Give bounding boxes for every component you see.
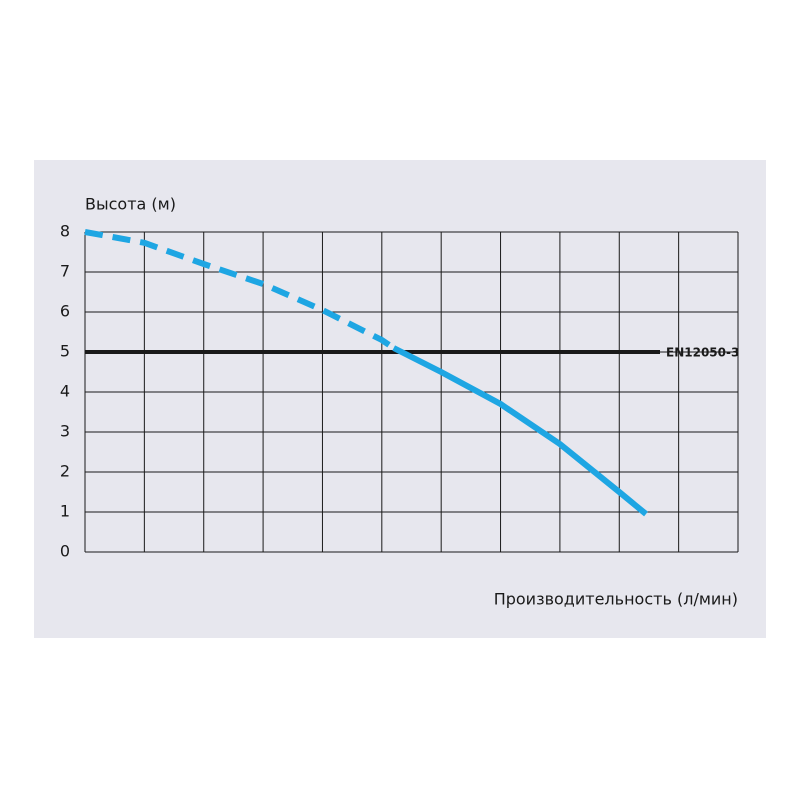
panel bbox=[34, 160, 766, 638]
series-line bbox=[84, 229, 396, 351]
y-tick-label: 0 bbox=[60, 542, 70, 561]
x-axis-label: Производительность (л/мин) bbox=[494, 590, 738, 609]
y-tick-label: 5 bbox=[60, 342, 70, 361]
y-axis-label: Высота (м) bbox=[85, 195, 176, 214]
reference-label: EN12050-3 bbox=[666, 346, 739, 360]
y-tick-label: 7 bbox=[60, 262, 70, 281]
y-tick-label: 4 bbox=[60, 382, 70, 401]
y-tick-label: 6 bbox=[60, 302, 70, 321]
y-tick-label: 8 bbox=[60, 222, 70, 241]
y-tick-label: 2 bbox=[60, 462, 70, 481]
y-tick-label: 3 bbox=[60, 422, 70, 441]
y-tick-label: 1 bbox=[60, 502, 70, 521]
series-line bbox=[392, 345, 648, 517]
